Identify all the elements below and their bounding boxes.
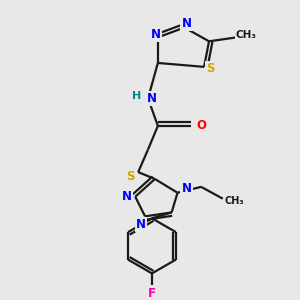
Text: F: F <box>148 286 156 300</box>
Text: N: N <box>182 17 191 30</box>
Text: N: N <box>147 92 157 105</box>
Text: S: S <box>206 62 214 75</box>
Text: N: N <box>151 28 161 41</box>
Text: S: S <box>126 169 135 182</box>
Text: H: H <box>132 92 141 101</box>
Text: N: N <box>122 190 131 203</box>
Text: CH₃: CH₃ <box>225 196 244 206</box>
Text: N: N <box>182 182 191 195</box>
Text: CH₃: CH₃ <box>236 30 257 40</box>
Text: O: O <box>196 119 206 132</box>
Text: N: N <box>136 218 146 231</box>
